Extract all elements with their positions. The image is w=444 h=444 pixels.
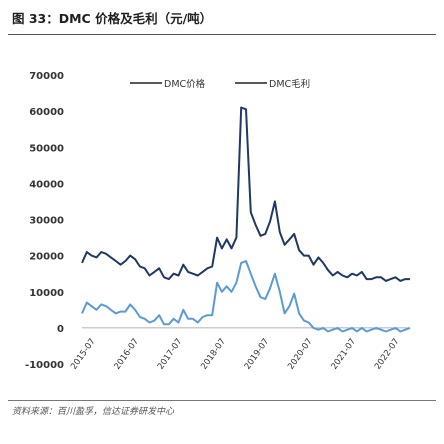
y-tick-label: 0 xyxy=(57,324,64,335)
y-tick-label: 10000 xyxy=(29,288,64,299)
x-tick-label: 2018-07 xyxy=(199,337,228,372)
y-tick-label: -10000 xyxy=(25,360,64,371)
x-tick-label: 2021-07 xyxy=(330,337,359,372)
figure-header: 图 33：DMC 价格及毛利（元/吨） xyxy=(12,8,432,30)
x-tick-label: 2017-07 xyxy=(156,337,185,372)
x-tick-label: 2022-07 xyxy=(373,337,402,372)
x-tick-label: 2015-07 xyxy=(69,337,98,372)
top-rule xyxy=(8,34,436,35)
bottom-rule xyxy=(8,400,436,401)
y-tick-label: 50000 xyxy=(29,143,64,154)
legend-label: DMC毛利 xyxy=(269,78,310,90)
x-tick-label: 2020-07 xyxy=(286,337,315,372)
series-line-profit xyxy=(81,260,411,333)
figure-title: 图 33：DMC 价格及毛利（元/吨） xyxy=(12,11,213,26)
y-tick-label: 20000 xyxy=(29,252,64,263)
series-line-price xyxy=(81,106,410,282)
line-chart: -10000 0 10000 20000 30000 40000 50000 60000 700… xyxy=(25,71,411,372)
y-tick-label: 60000 xyxy=(29,107,64,118)
x-tick-label: 2019-07 xyxy=(243,337,272,372)
source-note: 资料来源：百川盈孚，信达证券研发中心 xyxy=(12,407,175,417)
x-tick-label: 2016-07 xyxy=(113,337,142,372)
y-tick-label: 70000 xyxy=(29,71,64,82)
y-tick-label: 30000 xyxy=(29,216,64,227)
chart-area: -10000 0 10000 20000 30000 40000 50000 60000 700… xyxy=(0,38,444,390)
legend-label: DMC价格 xyxy=(164,78,206,90)
y-tick-label: 40000 xyxy=(29,179,64,190)
